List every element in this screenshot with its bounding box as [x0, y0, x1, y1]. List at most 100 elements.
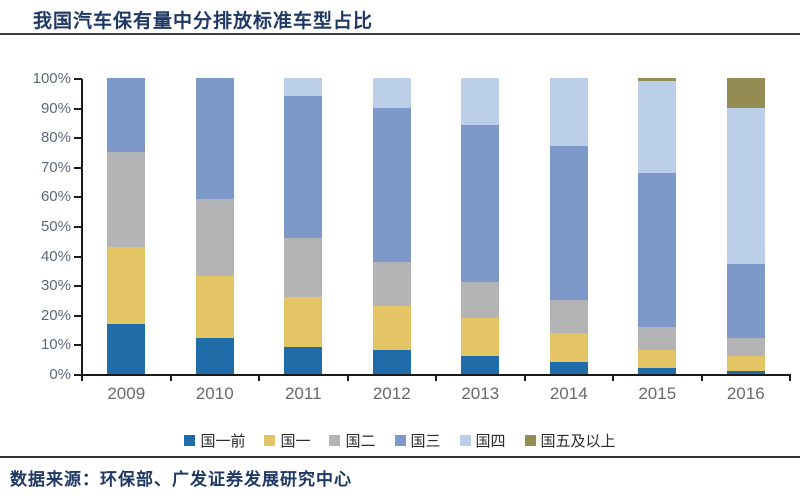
bar-segment-国一前-2012	[372, 350, 411, 374]
bar-segment-国三-2012	[372, 107, 411, 262]
y-axis-line	[81, 79, 83, 377]
bar-segment-国一-2009	[107, 246, 146, 324]
bar-segment-国二-2013	[461, 282, 500, 318]
bar-segment-国二-2009	[107, 152, 146, 247]
bar-segment-国二-2015	[638, 326, 677, 351]
bar-segment-国一前-2014	[549, 362, 588, 374]
x-axis-tick	[81, 375, 83, 381]
legend-item-国一: 国一	[264, 430, 310, 451]
bar-segment-国四-2011	[284, 78, 323, 96]
y-axis-tick-label: 70%	[40, 158, 71, 176]
x-axis-tick	[700, 375, 703, 381]
bar-segment-国五及以上-2015	[638, 78, 677, 81]
y-axis-tick-label: 80%	[40, 129, 71, 147]
y-axis-tick	[74, 137, 82, 140]
bar-segment-国二-2011	[284, 237, 323, 298]
x-axis-tick	[346, 375, 349, 381]
x-axis-category-label: 2014	[549, 384, 588, 403]
stacked-bar-chart: 0% 10% 20% 30% 40% 50% 60% 70% 80% 90% 100% 2009 201…	[32, 70, 791, 403]
y-axis-tick-label: 40%	[40, 247, 71, 265]
legend-swatch-icon	[184, 434, 196, 446]
y-axis-tick	[74, 374, 82, 376]
legend-label: 国五及以上	[540, 433, 616, 450]
y-axis-tick	[74, 344, 82, 347]
x-axis-category-label: 2009	[107, 384, 146, 403]
y-axis-tick	[74, 226, 82, 228]
bar-segment-国一前-2010	[195, 338, 234, 374]
footer-divider-line	[0, 456, 800, 458]
y-axis-tick	[74, 107, 82, 110]
x-axis-category-label: 2010	[195, 384, 234, 403]
bar-segment-国一-2016	[726, 356, 765, 372]
legend-label: 国三	[410, 433, 441, 450]
legend-label: 国二	[345, 433, 376, 450]
bar-segment-国二-2012	[372, 261, 411, 306]
y-axis-tick-label: 50%	[40, 218, 71, 235]
bar-segment-国四-2014	[549, 78, 588, 147]
x-axis-category-label: 2012	[372, 384, 411, 403]
y-axis-tick	[74, 196, 82, 199]
legend-label: 国四	[475, 433, 506, 450]
chart-title: 我国汽车保有量中分排放标准车型占比	[33, 11, 374, 32]
x-axis-tick	[435, 375, 437, 381]
bar-segment-国三-2016	[726, 264, 765, 339]
title-divider-line	[0, 33, 800, 35]
x-axis-tick	[169, 375, 172, 381]
bar-segment-国三-2015	[638, 172, 677, 327]
legend-swatch-icon	[524, 434, 536, 446]
legend-item-国二: 国二	[329, 430, 376, 451]
bar-segment-国一-2011	[284, 297, 323, 348]
bar-segment-国一-2015	[638, 350, 677, 369]
x-axis-category-label: 2016	[726, 384, 765, 403]
y-axis-tick-label: 60%	[40, 188, 71, 206]
bar-segment-国四-2015	[638, 80, 677, 173]
x-axis-tick	[789, 375, 791, 381]
y-axis-tick	[74, 285, 82, 288]
x-axis-category-label: 2015	[638, 384, 677, 403]
bar-segment-国二-2014	[549, 300, 588, 333]
y-axis-tick-label: 30%	[40, 277, 71, 295]
bar-segment-国四-2012	[372, 78, 411, 108]
y-axis-tick	[74, 255, 82, 258]
bar-segment-国一前-2013	[461, 356, 500, 374]
legend-swatch-icon	[394, 434, 406, 446]
y-axis-tick	[74, 166, 82, 169]
bar-segment-国三-2014	[549, 146, 588, 300]
bar-segment-国三-2011	[284, 95, 323, 238]
x-axis-category-label: 2013	[461, 384, 500, 403]
chart-legend: 国一前 国一 国二 国三 国四 国五及以上	[0, 429, 800, 451]
x-axis-tick	[523, 375, 526, 381]
y-axis-tick	[74, 78, 82, 80]
bar-segment-国三-2009	[107, 78, 146, 152]
y-axis-tick	[74, 314, 82, 317]
legend-swatch-icon	[264, 434, 276, 446]
legend-label: 国一	[280, 433, 311, 450]
legend-swatch-icon	[459, 434, 471, 446]
y-axis-tick-label: 90%	[40, 99, 71, 117]
x-axis-tick	[612, 375, 614, 381]
bar-segment-国一前-2011	[284, 347, 323, 374]
bar-segment-国一前-2009	[107, 323, 146, 374]
bar-segment-国三-2010	[195, 78, 234, 200]
bar-segment-国一-2012	[372, 305, 411, 351]
y-axis-tick-label: 20%	[40, 306, 71, 324]
y-axis-tick-label: 100%	[32, 70, 71, 87]
bar-segment-国一前-2016	[726, 371, 765, 374]
legend-swatch-icon	[329, 434, 341, 446]
bar-segment-国四-2013	[461, 78, 500, 126]
x-axis-category-label: 2011	[284, 384, 322, 403]
y-axis-tick-label: 0%	[49, 366, 71, 383]
x-axis-tick	[258, 375, 260, 381]
bar-segment-国二-2016	[726, 338, 765, 357]
bar-segment-国一-2010	[195, 276, 234, 339]
y-axis-tick-label: 10%	[40, 336, 71, 354]
data-source-note: 数据来源：环保部、广发证券发展研究中心	[10, 470, 352, 489]
bar-segment-国四-2016	[726, 107, 765, 265]
bar-segment-国三-2013	[461, 125, 500, 283]
legend-item-国一前: 国一前	[184, 430, 245, 451]
legend-item-国三: 国三	[394, 430, 441, 451]
bar-segment-国二-2010	[195, 199, 234, 277]
bar-segment-国一前-2015	[638, 368, 677, 374]
bar-segment-国一-2014	[549, 332, 588, 363]
